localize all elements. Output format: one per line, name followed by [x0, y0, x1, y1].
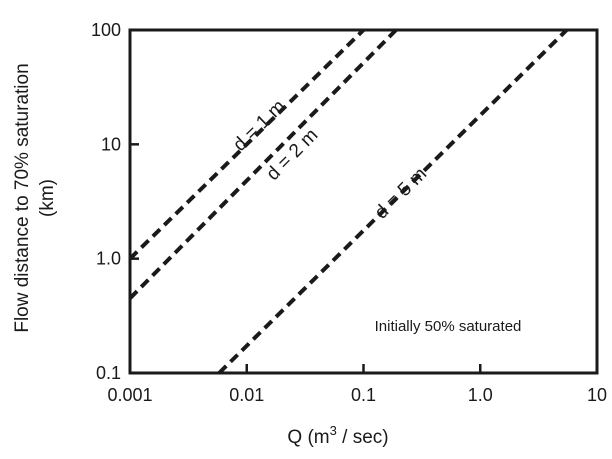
plot-frame	[130, 30, 597, 373]
y-tick-label: 0.1	[96, 363, 121, 383]
x-axis-title-main: Q (m	[287, 427, 329, 448]
series-label-3: d = 5 m	[371, 164, 431, 224]
series-labels: d = 1 md = 2 md = 5 m	[229, 96, 431, 224]
series-line-2	[130, 30, 396, 298]
x-axis-title-rest: / sec)	[337, 427, 389, 448]
x-tick-label: 1.0	[468, 385, 493, 405]
y-axis-title-line2: (km)	[37, 179, 58, 217]
x-tick-label: 0.1	[351, 385, 376, 405]
x-tick-label: 0.001	[107, 385, 152, 405]
x-tick-label: 0.01	[229, 385, 264, 405]
y-axis-title: Flow distance to 70% saturation (km)	[12, 63, 58, 332]
x-axis-title: Q (m3 / sec)	[287, 423, 388, 448]
y-tick-label: 10	[101, 134, 121, 154]
y-axis-title-line1: Flow distance to 70% saturation	[12, 63, 33, 332]
y-tick-label: 100	[91, 20, 121, 40]
x-tick-label: 10	[587, 385, 607, 405]
annotation-text: Initially 50% saturated	[375, 318, 522, 335]
y-tick-label: 1.0	[96, 249, 121, 269]
x-axis-title-superscript: 3	[330, 423, 337, 438]
